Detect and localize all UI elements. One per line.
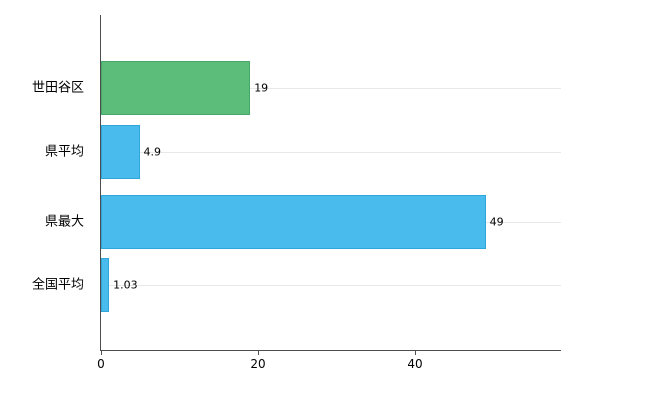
x-tick-label-1: 0 (97, 357, 105, 371)
bar-value-label-3: 49 (489, 215, 504, 229)
gridline-1 (101, 88, 561, 89)
bar-value-label-2: 4.9 (143, 145, 162, 159)
y-axis-labels: 世田谷区県平均県最大全国平均 (0, 15, 92, 350)
x-tick-2 (258, 350, 259, 355)
bar-2[interactable] (101, 125, 140, 179)
x-tick-label-3: 40 (407, 357, 423, 371)
x-tick-1 (101, 350, 102, 355)
bar-value-label-4: 1.03 (113, 278, 138, 292)
x-tick-3 (415, 350, 416, 355)
plot-area: 19 4.9 49 1.03 0 20 40 (97, 15, 561, 370)
x-tick-label-2: 20 (250, 357, 266, 371)
category-label-2: 県平均 (44, 144, 84, 160)
bar-4[interactable] (101, 258, 110, 312)
category-label-3: 県最大 (44, 214, 84, 230)
bar-3[interactable] (101, 195, 486, 249)
bar-value-label-1: 19 (254, 81, 269, 95)
category-label-1: 世田谷区 (31, 80, 84, 96)
bar-1[interactable] (101, 61, 251, 115)
gridline-2 (101, 152, 561, 153)
category-label-4: 全国平均 (31, 277, 84, 293)
gridline-4 (101, 285, 561, 286)
